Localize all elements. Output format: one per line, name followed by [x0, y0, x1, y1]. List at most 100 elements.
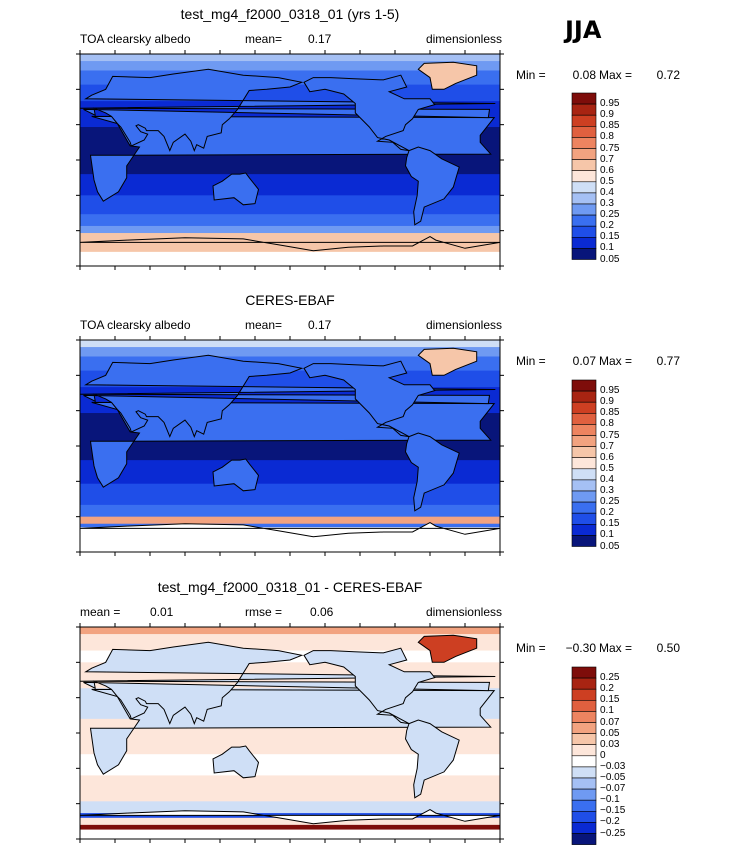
colorbar-swatch	[571, 822, 597, 834]
colorbar-2	[571, 379, 597, 547]
colorbar-label: 0.2	[600, 683, 614, 695]
colorbar-label: −0.05	[600, 772, 626, 783]
units-label: dimensionless	[425, 605, 502, 619]
colorbar-label: 0.15	[600, 518, 620, 530]
colorbar-swatch	[571, 379, 597, 392]
min-value: 0.08	[572, 68, 596, 82]
colorbar-swatch	[571, 435, 597, 447]
map-panel-1	[76, 50, 504, 270]
colorbar-swatch	[571, 711, 597, 723]
colorbar-swatch	[571, 722, 597, 734]
colorbar-swatch	[571, 479, 597, 492]
rmse-value: 0.06	[310, 605, 334, 619]
max-value: 0.77	[656, 354, 680, 368]
map-field	[80, 340, 500, 552]
colorbar-label: −0.03	[600, 760, 626, 772]
colorbar-swatch	[571, 490, 597, 503]
colorbar-swatch	[571, 137, 597, 149]
colorbar-label: 0.9	[600, 396, 614, 408]
colorbar-label: 0.2	[600, 507, 614, 519]
colorbar-label: 0.7	[600, 440, 614, 452]
coastline	[80, 522, 500, 538]
colorbar-swatch	[571, 446, 597, 459]
colorbar-swatch	[571, 170, 597, 183]
colorbar-label: 0.07	[600, 716, 620, 728]
colorbar-swatch	[571, 214, 597, 227]
colorbar-swatch	[571, 126, 597, 138]
colorbar-swatch	[571, 777, 597, 790]
colorbar-label: −0.1	[600, 794, 620, 806]
colorbar-swatch	[571, 799, 597, 812]
colorbar-label: 0.95	[600, 385, 620, 397]
colorbar-label: 0.1	[600, 242, 614, 254]
season-label: JJA	[565, 16, 602, 44]
colorbar-swatch	[571, 833, 597, 845]
mean-label: mean=	[245, 32, 283, 46]
panel-title: test_mg4_f2000_0318_01 (yrs 1-5)	[180, 6, 400, 22]
colorbar-label: 0.25	[600, 672, 620, 684]
map-field	[80, 54, 500, 266]
colorbar-swatch	[571, 192, 597, 205]
panel-variable: TOA clearsky albedo	[80, 318, 191, 332]
colorbar-3	[571, 666, 597, 845]
mean-value: 0.17	[308, 318, 332, 332]
colorbar-swatch	[571, 181, 597, 194]
coastline	[212, 458, 260, 492]
mean-value: 0.17	[308, 32, 332, 46]
colorbar-label: 0.2	[600, 220, 614, 232]
colorbar-label: 0.7	[600, 153, 614, 165]
map-panel-3	[76, 623, 504, 843]
max-value: 0.50	[656, 641, 680, 655]
colorbar-label: −0.2	[600, 816, 620, 828]
mean-value: 0.01	[150, 605, 174, 619]
colorbar-label: 0.3	[600, 198, 614, 209]
units-label: dimensionless	[425, 318, 502, 332]
colorbar-swatch	[571, 203, 597, 216]
colorbar-label: 0.1	[600, 705, 614, 717]
colorbar-swatch	[571, 457, 597, 470]
colorbar-swatch	[571, 468, 597, 481]
colorbar-swatch	[571, 401, 597, 414]
panel-variable: TOA clearsky albedo	[80, 32, 191, 46]
colorbar-swatch	[571, 677, 597, 690]
colorbar-label: −0.15	[600, 805, 626, 817]
max-value: 0.72	[656, 68, 680, 82]
colorbar-swatch	[571, 114, 597, 127]
colorbar-swatch	[571, 733, 597, 745]
colorbar-swatch	[571, 248, 597, 260]
coastline	[80, 236, 500, 252]
colorbar-label: 0.5	[600, 175, 614, 187]
coastline	[303, 74, 436, 152]
min-label: Min =	[516, 68, 546, 82]
colorbar-swatch	[571, 148, 597, 160]
coastline	[417, 347, 478, 376]
colorbar-swatch	[571, 788, 597, 801]
panel-title: CERES-EBAF	[245, 292, 335, 308]
colorbar-label: 0.95	[600, 98, 620, 110]
coastline	[417, 634, 478, 663]
coastline	[80, 354, 496, 438]
colorbar-label: 0.05	[600, 727, 620, 739]
colorbar-swatch	[571, 159, 597, 172]
coastline	[80, 809, 500, 825]
colorbar-label: 0	[600, 749, 606, 761]
colorbar-label: 0.5	[600, 462, 614, 474]
rmse-label: rmse =	[245, 605, 283, 619]
colorbar-swatch	[571, 390, 597, 403]
colorbar-swatch	[571, 810, 597, 823]
colorbar-label: 0.15	[600, 694, 620, 706]
colorbar-swatch	[571, 501, 597, 514]
colorbar-swatch	[571, 225, 597, 238]
colorbar-label: 0.1	[600, 529, 614, 541]
colorbar-label: 0.25	[600, 209, 620, 221]
colorbar-label: 0.4	[600, 473, 614, 485]
coastline	[404, 432, 460, 512]
max-label: Max =	[599, 354, 633, 368]
coastline	[80, 68, 496, 152]
coastline	[417, 61, 478, 90]
colorbar-label: 0.6	[600, 164, 614, 176]
colorbar-swatch	[571, 237, 597, 249]
colorbar-label: 0.8	[600, 418, 614, 430]
colorbar-swatch	[571, 766, 597, 779]
